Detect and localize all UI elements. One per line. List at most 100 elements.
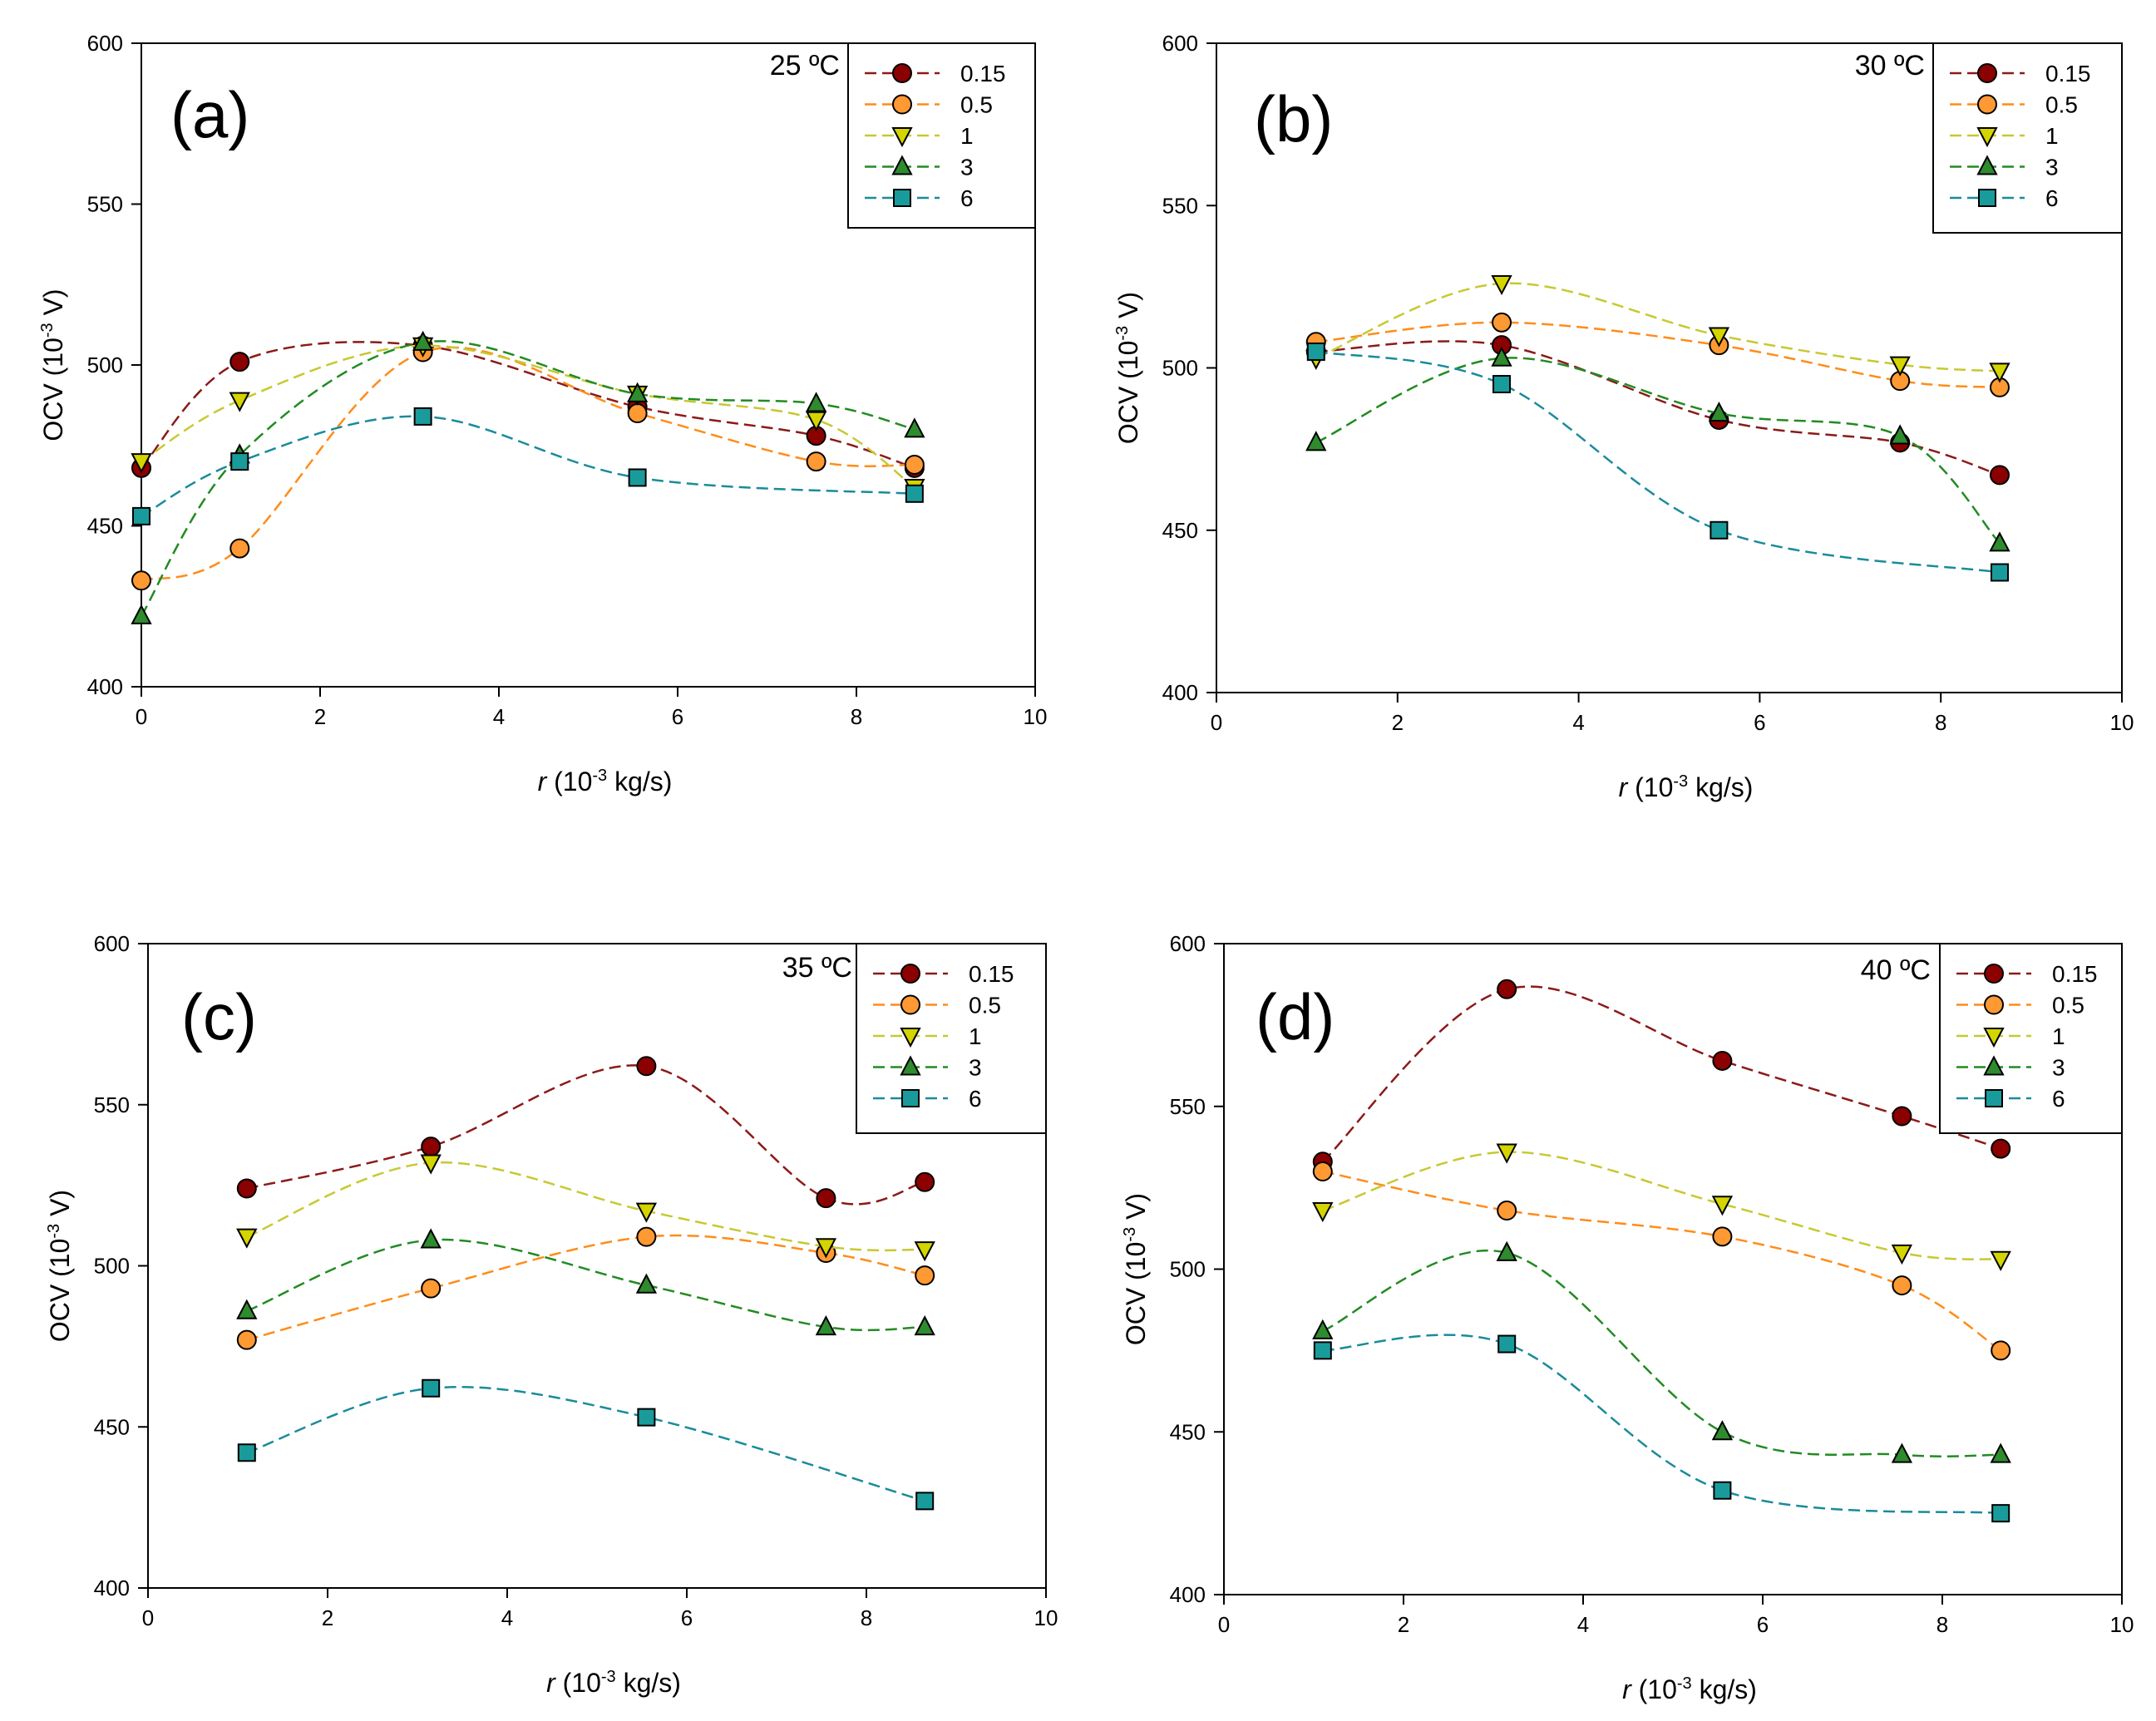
x-axis-exponent: -3: [1677, 1674, 1692, 1693]
legend-marker: [1977, 94, 1997, 115]
x-axis-label-unit: kg/s): [607, 767, 672, 796]
legend-item: 0.5: [873, 993, 1001, 1018]
legend-item: 1: [865, 123, 974, 149]
legend-item: 3: [1950, 155, 2059, 180]
legend-item: 1: [873, 1023, 982, 1049]
data-point: [1497, 979, 1517, 999]
legend-marker: [900, 964, 920, 984]
legend-marker: [892, 94, 912, 115]
x-axis-variable: r: [1619, 772, 1629, 802]
series-line: [246, 1238, 925, 1332]
legend-item: 0.15: [873, 961, 1014, 987]
data-point: [915, 1265, 935, 1286]
data-point: [1497, 1334, 1517, 1354]
legend-marker: [900, 1028, 921, 1048]
data-point: [636, 1056, 657, 1077]
data-point: [1708, 327, 1730, 348]
data-point: [1492, 375, 1512, 394]
y-axis-label-text: OCV (10: [38, 338, 68, 441]
legend-marker: [1983, 1028, 2005, 1048]
data-point: [1312, 1161, 1333, 1182]
x-axis-variable: r: [1622, 1674, 1632, 1704]
legend-marker: [1984, 994, 2004, 1015]
panel-label: (c): [181, 980, 257, 1053]
x-tick-label: 2: [314, 704, 326, 729]
legend-label: 0.5: [960, 92, 993, 118]
x-tick-label: 8: [1936, 1612, 1948, 1637]
y-tick-label: 550: [94, 1092, 130, 1117]
data-point: [1713, 1481, 1732, 1500]
data-point: [229, 352, 250, 372]
panel-label: (d): [1256, 980, 1335, 1053]
series-0.5: [1312, 1161, 2011, 1361]
series-line: [1315, 350, 2001, 574]
legend-marker: [893, 189, 911, 207]
y-axis-label-text: OCV (10: [45, 1239, 75, 1342]
legend-marker: [901, 1089, 920, 1107]
legend-item: 6: [1950, 185, 2059, 211]
legend: 0.15 0.5 1 3 6: [847, 42, 1036, 229]
panel-label: (b): [1254, 82, 1333, 155]
data-point: [1989, 362, 2010, 383]
temperature-label: 25 ºC: [770, 50, 840, 81]
y-axis-label-unit: V): [45, 1190, 75, 1224]
series-3: [1312, 1240, 2011, 1463]
x-tick-label: 10: [1034, 1605, 1058, 1630]
data-point: [236, 1299, 258, 1319]
y-tick-label: 400: [94, 1576, 130, 1600]
legend-item: 1: [1956, 1023, 2065, 1049]
y-tick-label: 400: [1170, 1582, 1206, 1607]
series-line: [141, 346, 915, 582]
x-tick-label: 4: [493, 704, 505, 729]
legend-label: 3: [2052, 1055, 2065, 1081]
data-point: [1306, 342, 1325, 361]
data-point: [1889, 356, 1911, 377]
series-3: [131, 330, 925, 624]
x-tick-label: 6: [1757, 1612, 1769, 1637]
legend-marker: [1984, 964, 2004, 984]
legend-label: 0.15: [969, 961, 1014, 987]
legend-item: 0.15: [865, 61, 1006, 86]
y-axis-exponent: -3: [1121, 1227, 1139, 1242]
data-point: [815, 1238, 837, 1259]
legend-item: 0.5: [1950, 92, 2078, 118]
data-point: [1990, 563, 2009, 582]
legend-item: 3: [865, 155, 974, 180]
y-axis-label: OCV (10-3 V): [45, 1190, 75, 1342]
data-point: [1991, 1504, 2010, 1523]
legend-label: 6: [2045, 185, 2059, 211]
y-tick-label: 400: [1162, 680, 1198, 705]
panel-label: (a): [170, 78, 249, 151]
data-point: [131, 604, 152, 624]
y-axis-label-unit: V): [1113, 292, 1143, 326]
legend-label: 0.15: [2045, 61, 2091, 86]
data-point: [1313, 1341, 1332, 1360]
series-0.5: [131, 342, 925, 591]
x-tick-label: 8: [1935, 710, 1946, 735]
x-axis-label-text: (10: [1627, 772, 1673, 802]
data-point: [421, 1137, 442, 1157]
y-axis-label-unit: V): [1121, 1193, 1151, 1227]
data-point: [635, 1273, 658, 1294]
data-point: [1491, 346, 1512, 367]
legend-label: 6: [960, 185, 974, 211]
x-tick-label: 10: [1024, 704, 1048, 729]
data-point: [131, 453, 152, 474]
data-point: [420, 1154, 442, 1175]
x-tick-label: 6: [681, 1605, 693, 1630]
series-line: [141, 341, 915, 469]
series-6: [1306, 342, 2009, 582]
legend-label: 1: [969, 1023, 982, 1049]
data-point: [1892, 1275, 1912, 1296]
x-axis-label-text: (10: [555, 1668, 601, 1698]
data-point: [1492, 312, 1512, 333]
y-tick-label: 500: [87, 353, 123, 377]
x-tick-label: 4: [1577, 1612, 1589, 1637]
data-point: [905, 484, 924, 503]
data-point: [628, 468, 647, 487]
y-tick-label: 500: [94, 1254, 130, 1279]
x-tick-label: 0: [1218, 1612, 1230, 1637]
series-0.5: [1305, 312, 2010, 397]
legend-label: 1: [960, 123, 974, 149]
